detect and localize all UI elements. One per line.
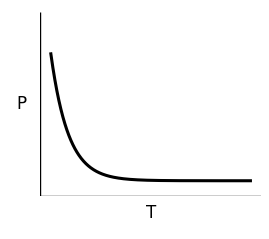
Text: T: T	[146, 204, 156, 223]
Text: P: P	[16, 95, 27, 113]
